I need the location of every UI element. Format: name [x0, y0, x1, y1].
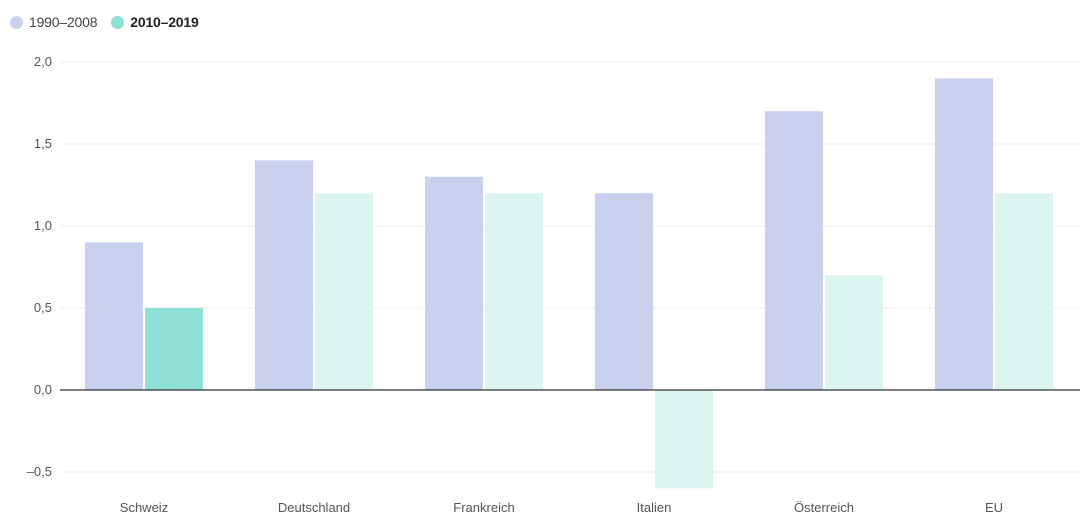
- x-category-label: Deutschland: [278, 500, 350, 515]
- bar-series2[interactable]: [485, 193, 543, 390]
- y-tick-label: 0,5: [34, 300, 52, 315]
- x-category-label: EU: [985, 500, 1003, 515]
- bar-series1[interactable]: [765, 111, 823, 390]
- bar-series1[interactable]: [935, 78, 993, 391]
- y-tick-label: –0,5: [27, 464, 52, 479]
- legend: 1990–2008 2010–2019: [10, 12, 199, 32]
- bar-series2[interactable]: [995, 193, 1053, 390]
- x-category-label: Italien: [637, 500, 672, 515]
- x-category-label: Österreich: [794, 500, 854, 515]
- y-tick-label: 0,0: [34, 382, 52, 397]
- bar-series2[interactable]: [655, 390, 713, 489]
- legend-item-2010-2019[interactable]: 2010–2019: [111, 14, 199, 30]
- legend-swatch: [10, 15, 23, 29]
- y-axis: 2,0 1,5 1,0 0,5 0,0 –0,5: [27, 54, 52, 479]
- bar-series1[interactable]: [255, 160, 313, 390]
- legend-label: 2010–2019: [130, 14, 199, 30]
- bar-series1[interactable]: [85, 242, 143, 390]
- legend-label: 1990–2008: [29, 14, 98, 30]
- bar-series2[interactable]: [145, 308, 203, 390]
- x-axis: Schweiz Deutschland Frankreich Italien Öster…: [120, 500, 1003, 515]
- legend-item-1990-2008[interactable]: 1990–2008: [10, 14, 97, 30]
- bar-series2[interactable]: [315, 193, 373, 390]
- y-tick-label: 1,0: [34, 218, 52, 233]
- legend-swatch: [111, 15, 125, 29]
- bar-series1[interactable]: [425, 176, 483, 390]
- bar-series1[interactable]: [595, 193, 653, 390]
- x-category-label: Schweiz: [120, 500, 168, 515]
- y-tick-label: 2,0: [34, 54, 52, 69]
- x-category-label: Frankreich: [453, 500, 514, 515]
- y-tick-label: 1,5: [34, 136, 52, 151]
- bar-series2[interactable]: [825, 275, 883, 390]
- bars: [85, 78, 1053, 489]
- gridlines: [60, 61, 1080, 473]
